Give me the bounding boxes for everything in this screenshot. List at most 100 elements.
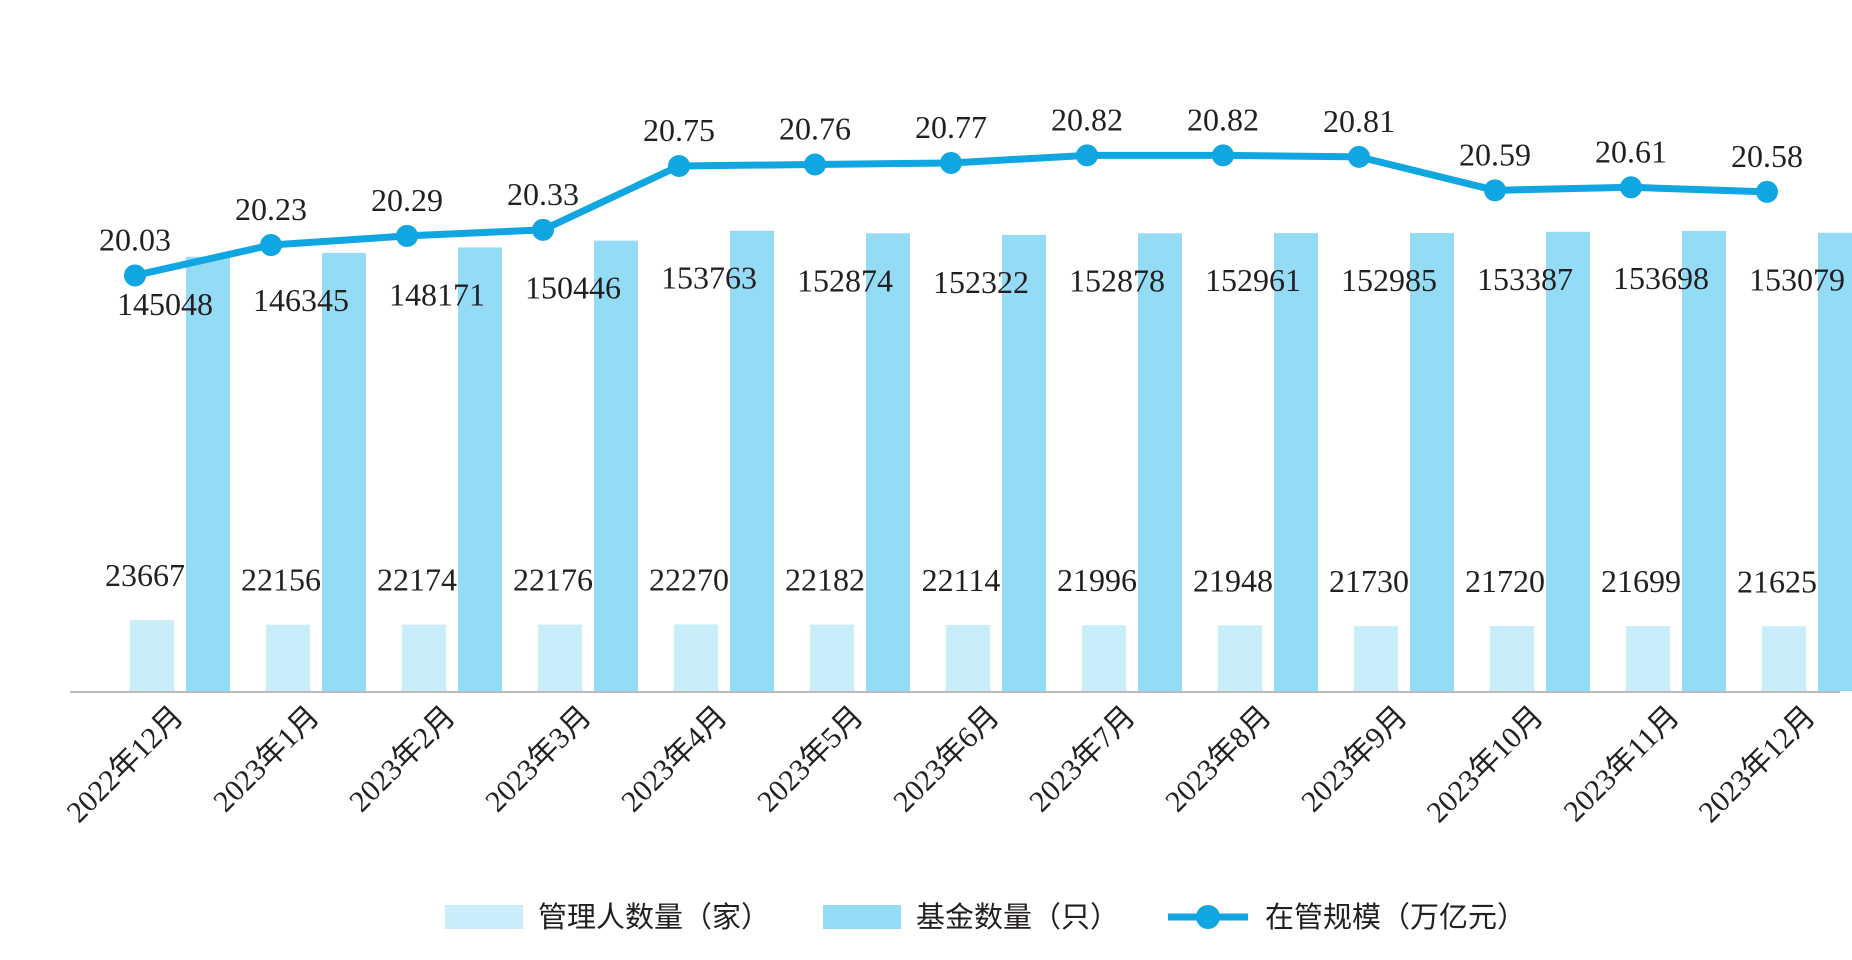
bar-managers-7 [1082,625,1126,691]
bar-managers-2 [402,624,446,691]
legend-swatch-aum-marker [1196,905,1220,929]
aum-point-11 [1620,176,1642,199]
legend-swatch-funds [823,905,901,929]
label-funds-1: 146345 [253,282,349,318]
manager-count-labels: 23667 22156 22174 22176 22270 22182 22114 21996… [105,557,1817,599]
label-aum-4: 20.75 [643,112,715,148]
bar-funds-2 [458,247,502,691]
x-tick-5: 2023年5月 [751,700,870,819]
aum-point-12 [1756,180,1778,203]
bar-funds-4 [730,230,774,692]
bar-funds-1 [322,252,366,692]
label-funds-2: 148171 [389,276,485,312]
fund-count-bars [186,230,1852,692]
x-tick-7: 2023年7月 [1023,700,1142,819]
aum-point-3 [532,218,554,241]
bar-managers-11 [1626,626,1670,691]
aum-point-9 [1348,145,1370,168]
label-funds-9: 152985 [1341,262,1437,298]
bar-managers-4 [674,624,718,691]
legend-swatch-managers [445,905,523,929]
aum-line-series [124,144,1778,287]
label-aum-2: 20.29 [371,182,443,218]
label-aum-9: 20.81 [1323,103,1395,139]
bar-managers-5 [810,624,854,691]
legend: 管理人数量（家） 基金数量（只） 在管规模（万亿元） [445,900,1526,934]
label-aum-7: 20.82 [1051,101,1123,137]
label-managers-4: 22270 [649,561,729,597]
aum-point-8 [1212,144,1234,167]
label-managers-2: 22174 [377,562,457,598]
aum-labels: 20.03 20.23 20.29 20.33 20.75 20.76 20.77 20.82… [99,101,1803,257]
label-funds-0: 145048 [117,286,213,322]
label-funds-5: 152874 [797,262,893,298]
bar-funds-0 [186,256,230,691]
bar-funds-3 [594,240,638,691]
bar-managers-1 [266,624,310,691]
label-funds-3: 150446 [525,270,621,306]
bar-managers-6 [946,624,990,691]
label-aum-6: 20.77 [915,109,987,145]
bar-funds-7 [1138,233,1182,692]
label-aum-10: 20.59 [1459,136,1531,172]
legend-label-managers: 管理人数量（家） [538,900,770,934]
aum-point-4 [668,155,690,177]
label-managers-6: 22114 [922,562,1001,598]
label-funds-7: 152878 [1069,262,1165,298]
x-tick-11: 2023年11月 [1557,700,1686,829]
bar-funds-8 [1274,233,1318,692]
x-tick-4: 2023年4月 [615,700,734,819]
x-tick-12: 2023年12月 [1693,700,1822,829]
label-managers-0: 23667 [105,557,185,593]
x-tick-8: 2023年8月 [1159,700,1278,819]
label-aum-1: 20.23 [235,191,307,227]
label-managers-12: 21625 [1737,563,1817,599]
label-aum-8: 20.82 [1187,101,1259,137]
bar-managers-10 [1490,625,1534,691]
label-aum-0: 20.03 [99,221,171,257]
bar-funds-9 [1410,233,1454,691]
manager-count-bars [130,620,1806,691]
label-funds-10: 153387 [1477,261,1573,297]
label-managers-5: 22182 [785,562,865,598]
bar-managers-3 [538,624,582,691]
legend-label-aum: 在管规模（万亿元） [1265,900,1526,934]
label-funds-4: 153763 [661,260,757,296]
label-aum-12: 20.58 [1731,138,1803,174]
label-funds-11: 153698 [1613,260,1709,296]
label-managers-9: 21730 [1329,563,1409,599]
label-managers-1: 22156 [241,562,321,598]
aum-point-2 [396,224,418,247]
bar-funds-5 [866,233,910,691]
label-managers-11: 21699 [1601,563,1681,599]
bar-funds-6 [1002,234,1046,691]
bar-managers-9 [1354,625,1398,691]
x-tick-10: 2023年10月 [1421,700,1550,829]
label-aum-5: 20.76 [779,110,851,146]
x-tick-9: 2023年9月 [1295,700,1414,819]
fund-count-labels: 145048 146345 148171 150446 153763 152874 1523… [117,260,1845,322]
label-aum-3: 20.33 [507,176,579,212]
x-tick-6: 2023年6月 [887,700,1006,819]
x-tick-2: 2023年2月 [343,700,462,819]
x-tick-0: 2022年12月 [61,700,190,829]
label-funds-12: 153079 [1749,262,1845,298]
legend-label-funds: 基金数量（只） [916,900,1119,934]
label-managers-8: 21948 [1193,562,1273,598]
label-managers-10: 21720 [1465,563,1545,599]
label-funds-6: 152322 [933,264,1029,300]
aum-point-5 [804,153,826,176]
label-managers-3: 22176 [513,562,593,598]
label-funds-8: 152961 [1205,262,1301,298]
x-tick-3: 2023年3月 [479,700,598,819]
aum-point-1 [260,234,282,257]
bar-managers-12 [1762,626,1806,691]
x-tick-1: 2023年1月 [207,700,326,819]
bar-funds-12 [1818,232,1852,692]
bar-managers-8 [1218,625,1262,691]
aum-point-6 [940,151,962,174]
bar-managers-0 [130,620,174,691]
aum-point-10 [1484,179,1506,202]
aum-point-7 [1076,144,1098,167]
